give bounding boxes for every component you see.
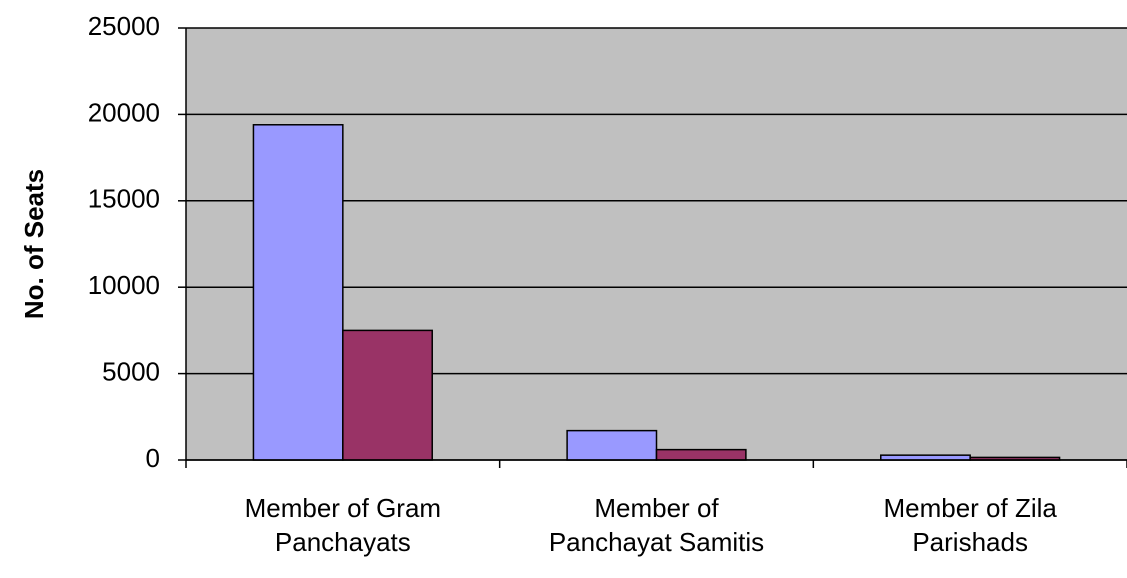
bar (566, 429, 658, 461)
y-tick-label: 0 (146, 443, 160, 473)
y-axis-label: No. of Seats (19, 169, 49, 319)
bar (342, 329, 433, 461)
x-tick-label-line: Panchayats (275, 527, 411, 557)
x-tick-label: Member of Gram Panchayats (245, 493, 442, 557)
y-tick-label: 10000 (88, 270, 160, 300)
bar (252, 124, 344, 461)
x-tick-label-line: Parishads (912, 527, 1028, 557)
y-tick-label: 25000 (88, 11, 160, 41)
x-tick-label-line: Member of Gram (245, 493, 442, 523)
y-tick-label: 15000 (88, 184, 160, 214)
x-tick-label-line: Member of (594, 493, 719, 523)
y-tick-label: 5000 (102, 356, 160, 386)
x-tick-label-line: Member of Zila (883, 493, 1057, 523)
x-tick-label: Member of Zila Parishads (883, 493, 1057, 557)
y-tick-label: 20000 (88, 97, 160, 127)
x-tick-label-line: Panchayat Samitis (549, 527, 764, 557)
bar (655, 448, 747, 461)
x-tick-label: Member of Panchayat Samitis (549, 493, 764, 557)
